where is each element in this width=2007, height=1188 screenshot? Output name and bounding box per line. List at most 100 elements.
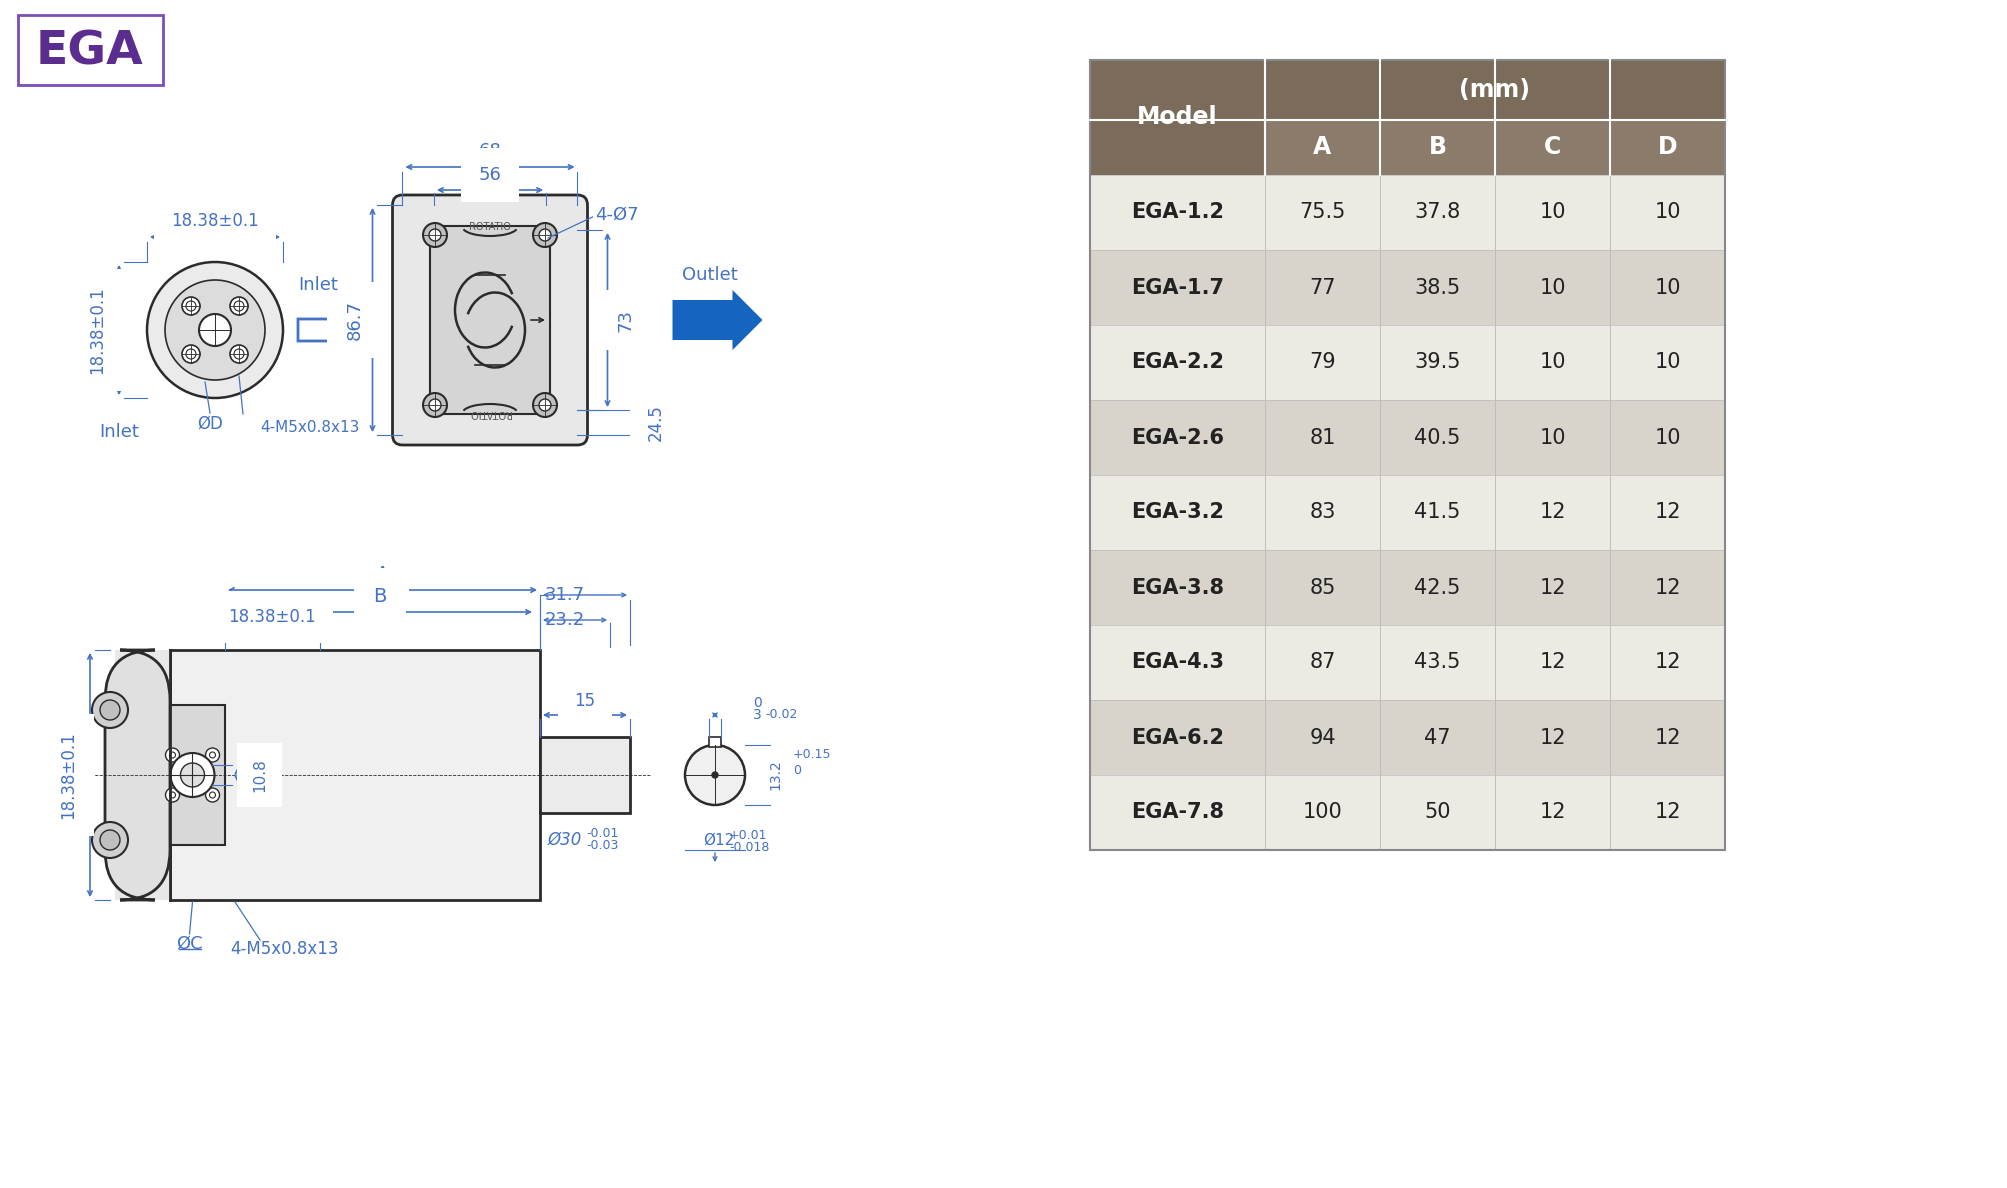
Text: 12: 12 bbox=[1654, 727, 1680, 747]
Bar bbox=[1264, 550, 1379, 625]
Bar bbox=[1610, 249, 1724, 326]
Bar bbox=[1264, 326, 1379, 400]
Bar bbox=[1090, 550, 1264, 625]
Text: Model: Model bbox=[1136, 106, 1216, 129]
Bar bbox=[1495, 550, 1610, 625]
Bar bbox=[1090, 475, 1264, 550]
Text: 37.8: 37.8 bbox=[1413, 202, 1459, 222]
Bar bbox=[1090, 775, 1264, 849]
Text: 12: 12 bbox=[1539, 803, 1565, 822]
Bar bbox=[1264, 249, 1379, 326]
Text: 10.8: 10.8 bbox=[251, 758, 267, 792]
Bar bbox=[1264, 700, 1379, 775]
Text: 77: 77 bbox=[1309, 278, 1335, 297]
Circle shape bbox=[538, 229, 550, 241]
Text: 10: 10 bbox=[1654, 202, 1680, 222]
Circle shape bbox=[532, 393, 556, 417]
Bar bbox=[1610, 175, 1724, 249]
Text: Outlet: Outlet bbox=[682, 266, 739, 284]
Bar bbox=[1495, 625, 1610, 700]
Text: Inlet: Inlet bbox=[297, 276, 337, 293]
Bar bbox=[1610, 550, 1724, 625]
Circle shape bbox=[181, 763, 205, 786]
Bar bbox=[1610, 326, 1724, 400]
Text: 41.5: 41.5 bbox=[1413, 503, 1459, 523]
Bar bbox=[1495, 249, 1610, 326]
FancyBboxPatch shape bbox=[104, 650, 171, 901]
Bar bbox=[1610, 400, 1724, 475]
Bar bbox=[114, 650, 171, 901]
Text: EGA-1.2: EGA-1.2 bbox=[1130, 202, 1224, 222]
Circle shape bbox=[187, 301, 197, 311]
Circle shape bbox=[429, 399, 442, 411]
Text: 50: 50 bbox=[1423, 803, 1449, 822]
Text: 12: 12 bbox=[1654, 652, 1680, 672]
Text: 31.7: 31.7 bbox=[544, 586, 584, 604]
Text: 12: 12 bbox=[1654, 503, 1680, 523]
Bar bbox=[1090, 175, 1264, 249]
Circle shape bbox=[532, 223, 556, 247]
Text: 86.7: 86.7 bbox=[345, 301, 363, 340]
Circle shape bbox=[209, 792, 215, 798]
Bar bbox=[1495, 326, 1610, 400]
Text: 10: 10 bbox=[1539, 278, 1565, 297]
Bar bbox=[1264, 400, 1379, 475]
Bar bbox=[1090, 700, 1264, 775]
Bar bbox=[1264, 175, 1379, 249]
Text: 83: 83 bbox=[1309, 503, 1335, 523]
Bar bbox=[1610, 120, 1724, 175]
Text: 94: 94 bbox=[1309, 727, 1335, 747]
Bar bbox=[1090, 550, 1724, 625]
Bar bbox=[1090, 249, 1724, 326]
Bar bbox=[1379, 475, 1495, 550]
Circle shape bbox=[169, 792, 175, 798]
Text: B: B bbox=[1427, 135, 1445, 159]
Text: 81: 81 bbox=[1309, 428, 1335, 448]
Text: 100: 100 bbox=[1303, 803, 1343, 822]
Text: 39.5: 39.5 bbox=[1413, 353, 1459, 373]
Text: 15: 15 bbox=[574, 691, 596, 710]
Text: 24.5: 24.5 bbox=[646, 404, 664, 441]
Text: 23.2: 23.2 bbox=[544, 611, 584, 628]
Bar bbox=[1495, 175, 1610, 249]
Bar bbox=[540, 737, 630, 813]
Text: D: D bbox=[1658, 135, 1676, 159]
Text: EGA-2.2: EGA-2.2 bbox=[1130, 353, 1224, 373]
Text: EGA-1.7: EGA-1.7 bbox=[1130, 278, 1224, 297]
Text: (mm): (mm) bbox=[1459, 78, 1529, 102]
Text: 3: 3 bbox=[753, 708, 761, 722]
Polygon shape bbox=[672, 290, 763, 350]
FancyBboxPatch shape bbox=[391, 195, 588, 446]
Text: 12: 12 bbox=[1539, 652, 1565, 672]
Bar bbox=[1090, 175, 1724, 249]
Circle shape bbox=[92, 691, 128, 728]
Text: Ø30: Ø30 bbox=[548, 830, 582, 849]
Text: 18.38±0.1: 18.38±0.1 bbox=[171, 211, 259, 230]
Circle shape bbox=[100, 700, 120, 720]
Text: EGA-3.2: EGA-3.2 bbox=[1130, 503, 1224, 523]
Text: 13.2: 13.2 bbox=[767, 759, 781, 790]
Text: 0: 0 bbox=[753, 696, 761, 710]
Text: EGA-2.6: EGA-2.6 bbox=[1130, 428, 1224, 448]
Bar bbox=[1264, 120, 1379, 175]
Bar bbox=[1379, 550, 1495, 625]
Text: 85: 85 bbox=[1309, 577, 1335, 598]
Text: -0.03: -0.03 bbox=[586, 839, 618, 852]
Text: 12: 12 bbox=[1539, 727, 1565, 747]
Bar bbox=[1090, 400, 1724, 475]
Text: 10: 10 bbox=[1539, 428, 1565, 448]
Text: ROTATIO: ROTATIO bbox=[470, 407, 510, 418]
Circle shape bbox=[169, 752, 175, 758]
Circle shape bbox=[165, 748, 179, 762]
Bar bbox=[1090, 775, 1724, 849]
Bar bbox=[1379, 326, 1495, 400]
Bar bbox=[171, 704, 225, 845]
Bar bbox=[1495, 700, 1610, 775]
Text: 38.5: 38.5 bbox=[1413, 278, 1459, 297]
Text: 10: 10 bbox=[1654, 428, 1680, 448]
Text: -0.01: -0.01 bbox=[586, 827, 618, 840]
Text: 40.5: 40.5 bbox=[1413, 428, 1459, 448]
Text: ØD: ØD bbox=[197, 415, 223, 432]
Circle shape bbox=[235, 349, 245, 359]
Circle shape bbox=[205, 788, 219, 802]
